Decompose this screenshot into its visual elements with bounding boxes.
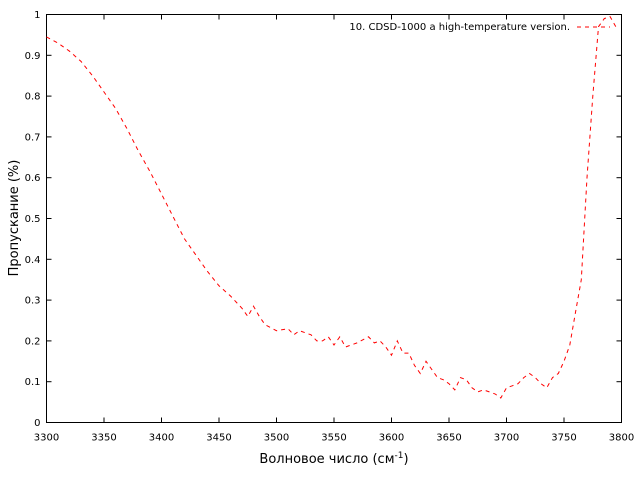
x-axis-ticks: 3300 3350 3400 3450 3500 3550 3600 3650 3700 3750… [34,14,634,444]
legend-label: 10. CDSD-1000 a high-temperature version… [349,22,570,33]
x-tick-label: 3800 [609,433,634,444]
x-tick-label: 3500 [264,433,289,444]
y-tick-label: 0.2 [25,336,41,347]
y-tick-label: 0.3 [25,296,41,307]
x-tick-label: 3300 [34,433,59,444]
x-tick-label: 3700 [494,433,519,444]
x-tick-label: 3350 [91,433,116,444]
y-tick-label: 0 [34,418,40,429]
x-tick-label: 3400 [149,433,174,444]
y-axis-title: Пропускание (%) [7,160,22,277]
y-tick-label: 1 [34,10,40,21]
y-tick-label: 0.7 [25,132,41,143]
x-tick-label: 3550 [321,433,346,444]
y-tick-label: 0.1 [25,377,41,388]
y-tick-label: 0.9 [25,51,41,62]
x-tick-label: 3650 [436,433,461,444]
x-tick-label: 3750 [551,433,576,444]
y-tick-label: 0.5 [25,214,41,225]
x-axis-title-end: ) [403,452,408,467]
x-axis-title-main: Волновое число (см [259,452,394,467]
y-tick-label: 0.4 [25,255,41,266]
x-axis-title: Волновое число (см-1) [259,451,408,467]
series-layer [46,15,617,399]
y-axis-ticks: 0 0.1 0.2 0.3 0.4 0.5 0.6 0.7 0.8 0.9 1 [25,10,622,429]
series-line [46,15,617,399]
x-axis-title-superscript: -1 [395,451,404,461]
x-tick-label: 3600 [379,433,404,444]
y-tick-label: 0.8 [25,92,41,103]
x-tick-label: 3450 [206,433,231,444]
plot-frame [46,14,622,423]
legend: 10. CDSD-1000 a high-temperature version… [349,22,610,33]
y-tick-label: 0.6 [25,173,41,184]
